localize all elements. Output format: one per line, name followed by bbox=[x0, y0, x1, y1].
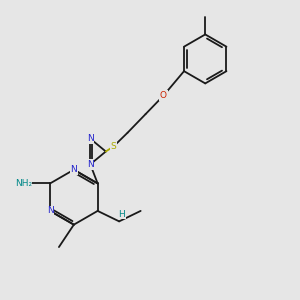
Text: N: N bbox=[87, 160, 94, 169]
Text: N: N bbox=[47, 206, 53, 215]
Text: S: S bbox=[111, 142, 116, 151]
Text: NH₂: NH₂ bbox=[15, 179, 32, 188]
Text: O: O bbox=[160, 91, 167, 100]
Text: H: H bbox=[118, 210, 125, 219]
Text: N: N bbox=[87, 134, 94, 143]
Text: N: N bbox=[70, 165, 77, 174]
